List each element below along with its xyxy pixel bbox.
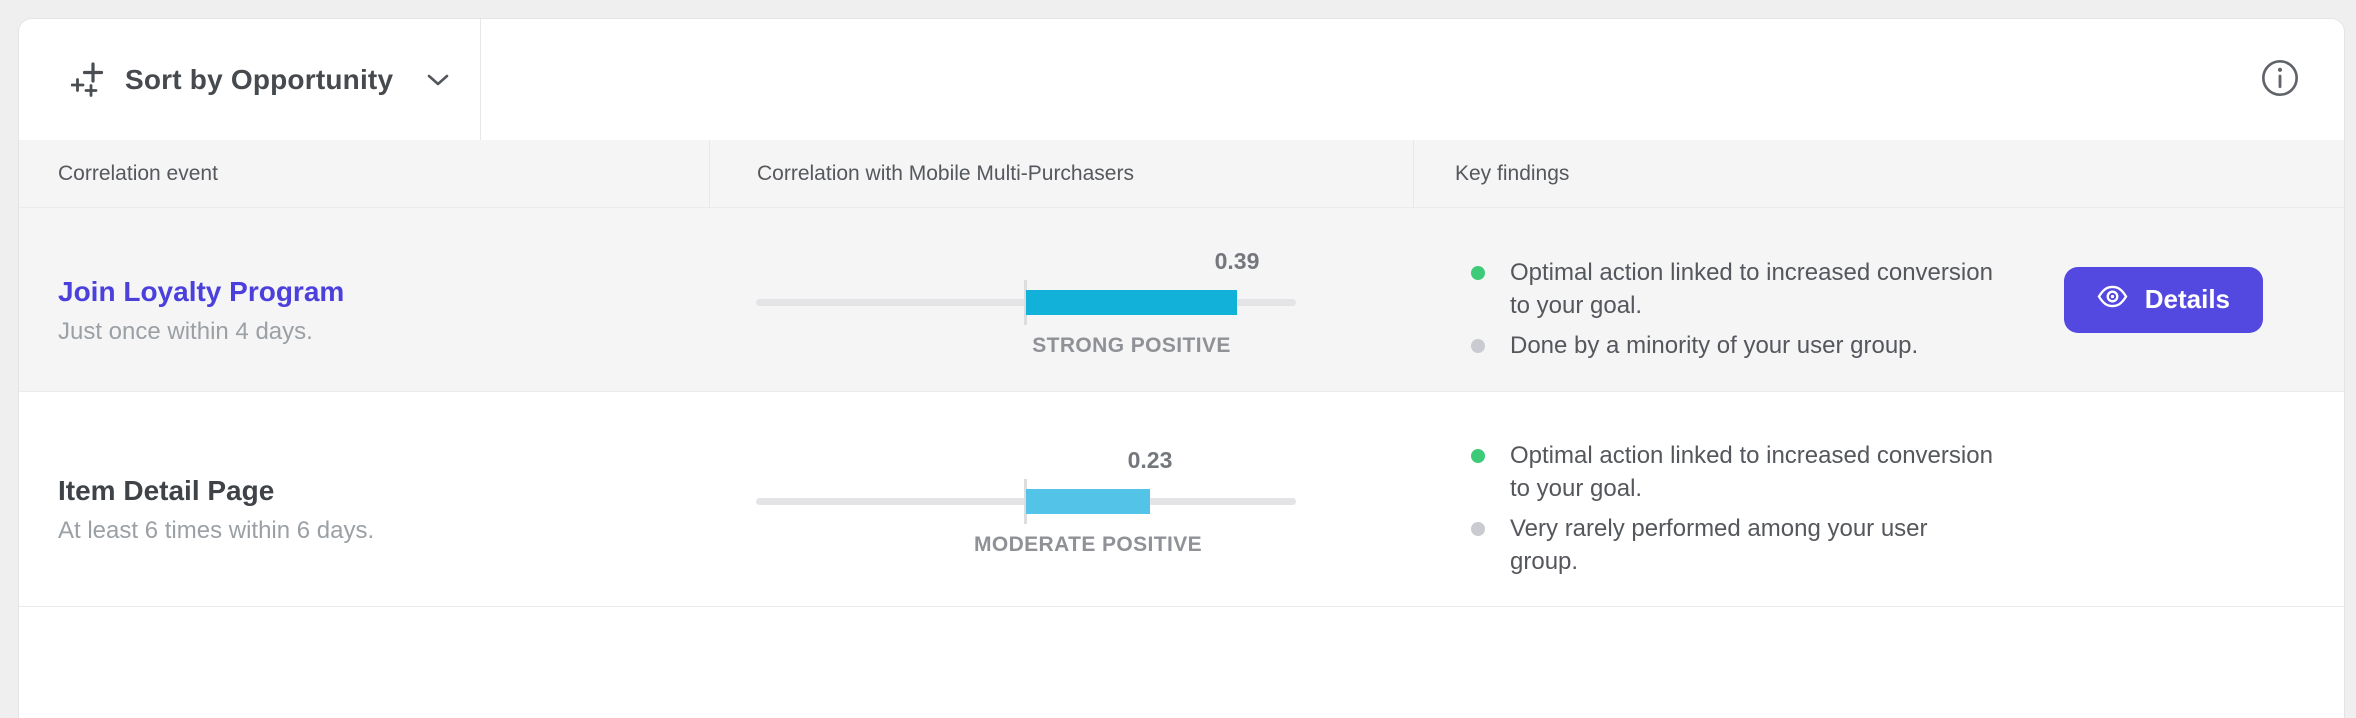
- finding-item: Very rarely performed among your user gr…: [1471, 512, 1996, 578]
- correlation-strength-label: MODERATE POSITIVE: [973, 533, 1203, 556]
- finding-item: Optimal action linked to increased conve…: [1471, 256, 1996, 322]
- event-title[interactable]: Item Detail Page: [58, 475, 275, 506]
- correlation-value: 0.39: [1214, 247, 1260, 274]
- finding-item: Done by a minority of your user group.: [1471, 329, 1996, 362]
- next-row-edge: [19, 607, 2344, 667]
- correlation-fill: [1026, 489, 1150, 514]
- details-button[interactable]: Details: [2063, 266, 2263, 333]
- event-frequency: Just once within 4 days.: [58, 317, 313, 345]
- correlation-bar: 0.39 STRONG POSITIVE: [756, 247, 1296, 362]
- correlation-value: 0.23: [1127, 447, 1173, 473]
- correlation-fill: [1026, 289, 1237, 315]
- table-header-row: Correlation event Correlation with Mobil…: [19, 140, 2344, 208]
- event-frequency: At least 6 times within 6 days.: [58, 517, 375, 544]
- correlation-zero-tick: [1024, 479, 1027, 524]
- finding-dot-neutral: [1471, 521, 1485, 536]
- correlation-strength-label: STRONG POSITIVE: [1032, 333, 1231, 357]
- finding-dot-positive: [1471, 448, 1485, 463]
- column-header-correlation: Correlation with Mobile Multi-Purchasers: [709, 140, 1413, 207]
- chevron-down-icon: [426, 72, 450, 88]
- sparkle-plus-icon: [70, 61, 109, 99]
- table-row: Join Loyalty Program Just once within 4 …: [19, 208, 2344, 392]
- correlation-bar: 0.23 MODERATE POSITIVE: [756, 447, 1296, 561]
- correlation-zero-tick: [1024, 279, 1027, 325]
- table-row: Item Detail Page At least 6 times within…: [19, 392, 2344, 607]
- column-header-correlation-event: Correlation event: [58, 161, 218, 185]
- finding-item: Optimal action linked to increased conve…: [1471, 439, 1996, 505]
- key-findings-list: Optimal action linked to increased conve…: [1471, 432, 1996, 585]
- info-button[interactable]: [2258, 58, 2302, 102]
- key-findings-list: Optimal action linked to increased conve…: [1471, 249, 1996, 369]
- eye-icon: [2097, 281, 2128, 319]
- info-circle-icon: [2260, 58, 2300, 101]
- sort-by-label: Sort by Opportunity: [125, 63, 394, 95]
- sort-by-dropdown[interactable]: Sort by Opportunity: [19, 19, 481, 140]
- details-button-label: Details: [2144, 284, 2230, 314]
- finding-dot-neutral: [1471, 338, 1485, 353]
- toolbar: Sort by Opportunity: [19, 19, 2344, 140]
- column-header-key-findings: Key findings: [1413, 140, 2344, 207]
- correlations-panel: Sort by Opportunity Correlation event Co…: [18, 18, 2345, 718]
- finding-dot-positive: [1471, 265, 1485, 280]
- event-link[interactable]: Join Loyalty Program: [58, 275, 345, 307]
